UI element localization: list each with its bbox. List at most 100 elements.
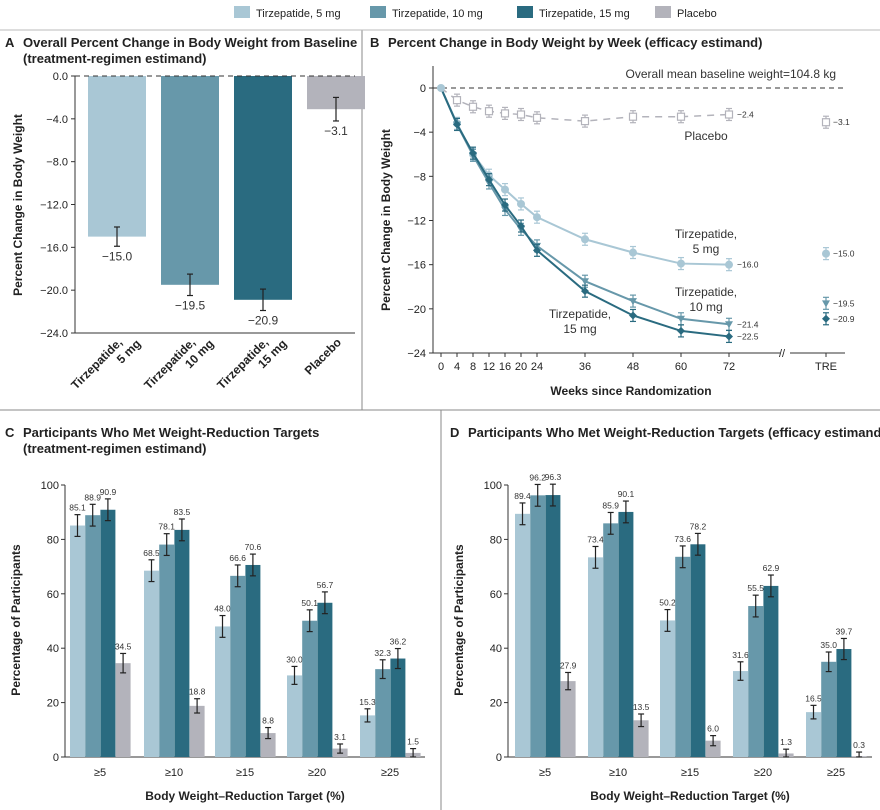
- data-point: [533, 213, 541, 222]
- panel-title: Overall Percent Change in Body Weight fr…: [23, 35, 357, 50]
- bar: [260, 733, 276, 757]
- tre-label: −3.1: [833, 117, 850, 127]
- data-point: [677, 315, 685, 323]
- data-point: [484, 107, 494, 116]
- y-tick-label: 0: [420, 83, 426, 95]
- data-point: [725, 260, 733, 269]
- bar: [806, 712, 821, 757]
- x-tick-label: ≥20: [308, 767, 326, 779]
- bar: [85, 515, 101, 757]
- panel-letter: A: [5, 35, 15, 50]
- bar: [88, 76, 146, 237]
- bar: [161, 76, 219, 285]
- data-label: 50.2: [659, 598, 676, 608]
- y-axis-label: Percent Change in Body Weight: [379, 129, 393, 311]
- data-label: 55.5: [747, 583, 764, 593]
- data-point: [452, 96, 462, 105]
- x-tick-label: 16: [499, 361, 511, 373]
- data-point: [822, 300, 830, 308]
- data-point: [724, 110, 734, 119]
- legend-label: Placebo: [677, 8, 717, 20]
- data-label: 35.0: [820, 640, 837, 650]
- bar: [748, 606, 764, 757]
- bar: [144, 570, 159, 757]
- panel-title: Participants Who Met Weight-Reduction Ta…: [23, 425, 319, 440]
- data-label: 85.1: [69, 503, 86, 513]
- x-tick-label: Tirzepatide,10 mg: [141, 327, 216, 402]
- x-tick-label: 4: [454, 361, 460, 373]
- bar: [618, 511, 634, 757]
- data-label: 89.4: [514, 491, 531, 501]
- data-label: 30.0: [286, 654, 303, 664]
- data-label: −3.1: [324, 124, 348, 138]
- data-label: 0.3: [853, 740, 865, 750]
- y-tick-label: 100: [484, 480, 502, 492]
- x-tick-label: ≥25: [827, 767, 845, 779]
- bar: [515, 513, 530, 757]
- data-label: 15.3: [359, 697, 376, 707]
- tre-label: −20.9: [833, 314, 855, 324]
- series-label: Tirzepatide,: [675, 285, 737, 299]
- legend-swatch: [517, 6, 533, 18]
- data-label: 83.5: [174, 507, 191, 517]
- data-label: 50.1: [301, 598, 318, 608]
- data-label: 66.6: [229, 553, 246, 563]
- bar: [530, 495, 546, 757]
- y-tick-label: −20: [407, 304, 426, 316]
- data-label: 68.5: [143, 548, 160, 558]
- x-tick-label: 0: [438, 361, 444, 373]
- data-label: 78.2: [690, 521, 707, 531]
- x-tick-label: 8: [470, 361, 476, 373]
- data-label: 96.3: [545, 472, 562, 482]
- x-tick-label: 24: [531, 361, 543, 373]
- data-label: 32.3: [374, 648, 391, 658]
- data-point: [501, 185, 509, 194]
- data-label: 90.1: [618, 489, 635, 499]
- x-tick-label-line: Tirzepatide,: [68, 335, 125, 392]
- bar: [245, 564, 261, 757]
- data-label: 31.6: [732, 650, 749, 660]
- data-label: 16.5: [805, 693, 822, 703]
- data-point: [469, 149, 477, 158]
- bar: [174, 529, 190, 757]
- data-label: 13.5: [633, 702, 650, 712]
- data-label: 8.8: [262, 716, 274, 726]
- panel-subtitle: (treatment-regimen estimand): [23, 441, 206, 456]
- y-axis-label: Percentage of Participants: [452, 544, 466, 696]
- y-tick-label: −16: [407, 260, 426, 272]
- x-tick-label: ≥10: [609, 767, 627, 779]
- end-label: −16.0: [737, 260, 759, 270]
- x-tick-label: TRE: [815, 361, 837, 373]
- bar: [705, 740, 721, 757]
- legend-swatch: [370, 6, 386, 18]
- data-label: 85.9: [602, 500, 619, 510]
- y-tick-label: −12: [407, 216, 426, 228]
- legend-label: Tirzepatide, 5 mg: [256, 8, 341, 20]
- series-label: Tirzepatide,: [549, 307, 611, 321]
- data-point: [629, 298, 637, 306]
- data-label: 56.7: [317, 580, 334, 590]
- data-label: 73.6: [674, 534, 691, 544]
- data-label: 34.5: [115, 641, 132, 651]
- data-label: 36.2: [390, 637, 407, 647]
- panel-d: D Participants Who Met Weight-Reduction T…: [450, 425, 880, 803]
- x-tick-label: ≥10: [165, 767, 183, 779]
- bar: [375, 669, 391, 757]
- bar: [821, 661, 837, 757]
- y-tick-label: −24: [407, 348, 426, 360]
- y-tick-label: 100: [41, 480, 59, 492]
- data-point: [628, 112, 638, 121]
- bar: [603, 523, 619, 757]
- data-label: 96.2: [529, 472, 546, 482]
- x-tick-label: ≥15: [236, 767, 254, 779]
- data-point: [516, 110, 526, 119]
- data-point: [501, 201, 509, 210]
- y-tick-label: 40: [47, 643, 59, 655]
- y-tick-label: 40: [490, 643, 502, 655]
- bar: [115, 663, 131, 757]
- axis-break: //: [779, 348, 786, 360]
- bar: [836, 649, 852, 757]
- bar: [390, 658, 406, 757]
- data-point: [453, 120, 461, 129]
- data-point: [517, 222, 525, 231]
